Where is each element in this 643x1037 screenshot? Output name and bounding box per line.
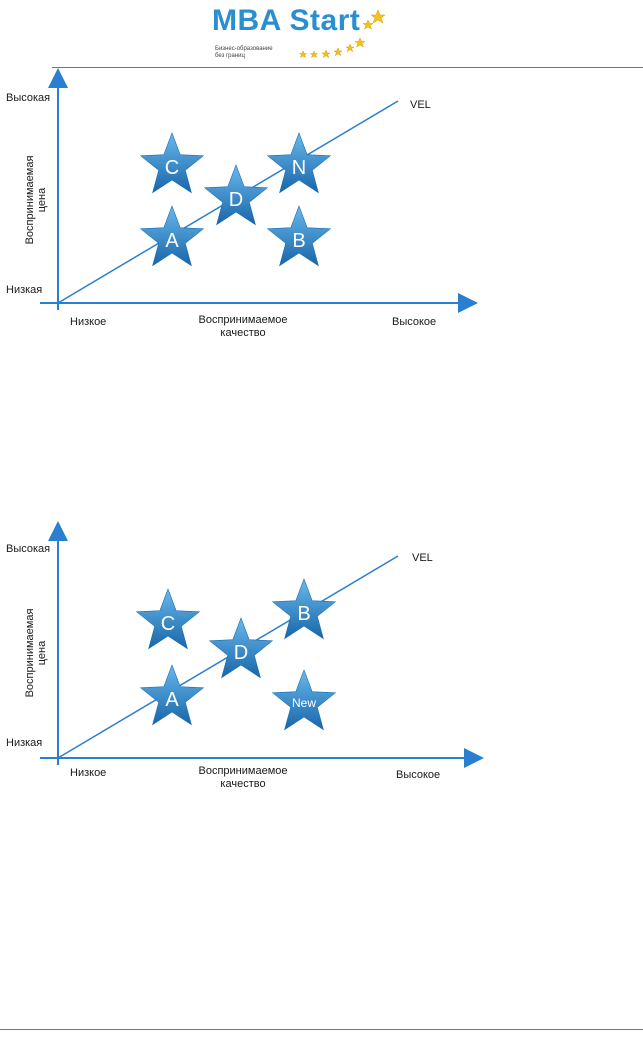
page-header: MBA Start Бизнес-образование без границ: [0, 0, 643, 68]
star-c-label: C: [161, 613, 175, 635]
star-b-label: B: [297, 603, 310, 625]
y-high-label: Высокая: [6, 92, 51, 104]
x-axis-title: Воспринимаемое качество: [198, 314, 288, 339]
star-n-label: N: [292, 157, 306, 179]
star-d-icon: [208, 617, 274, 679]
star-c-label: C: [165, 157, 179, 179]
star-d-icon: [203, 164, 269, 226]
star-a-label: A: [165, 689, 179, 711]
y-low-label: Низкая: [6, 284, 43, 296]
star-n-icon: [266, 132, 332, 194]
x-high-label: Высокое: [396, 769, 441, 781]
star-c-icon: [139, 132, 205, 194]
y-axis-title: Воспринимаемая цена: [24, 155, 48, 245]
star-d-label: D: [229, 189, 243, 211]
star-a-icon: [139, 205, 205, 267]
header-rule: [52, 67, 643, 68]
logo-stars-icon: [298, 9, 386, 59]
x-low-label: Низкое: [70, 767, 107, 779]
star-b-icon: [271, 578, 337, 640]
x-low-label: Низкое: [70, 316, 107, 328]
y-low-label: Низкая: [6, 737, 43, 749]
footer-rule: [0, 1029, 643, 1030]
star-new-icon: [271, 669, 337, 731]
y-high-label: Высокая: [6, 543, 51, 555]
logo-title: MBA Start: [212, 4, 361, 37]
vel-diagram-2: C D B A New Высокая Низкая Воспринимаемая це…: [0, 521, 500, 801]
y-axis-title: Воспринимаемая цена: [24, 608, 48, 698]
star-a-icon: [139, 664, 205, 726]
diagram-2-graphics: C D B A New: [40, 521, 484, 768]
mba-start-logo: MBA Start Бизнес-образование без границ: [212, 4, 397, 64]
star-a-label: A: [165, 230, 179, 252]
vel-label: VEL: [410, 99, 431, 111]
x-high-label: Высокое: [392, 316, 437, 328]
vel-label: VEL: [412, 552, 433, 564]
star-b-label: B: [292, 230, 305, 252]
logo-subtitle: Бизнес-образование без границ: [215, 46, 273, 59]
diagram-1-graphics: C D N A B: [40, 68, 478, 313]
star-c-icon: [135, 588, 201, 650]
x-axis-title: Воспринимаемое качество: [198, 765, 288, 790]
star-d-label: D: [234, 642, 248, 664]
vel-diagram-1: C D N A B Высокая Низкая Воспринимаемая цена…: [0, 68, 500, 348]
star-new-label: New: [292, 696, 316, 710]
star-b-icon: [266, 205, 332, 267]
